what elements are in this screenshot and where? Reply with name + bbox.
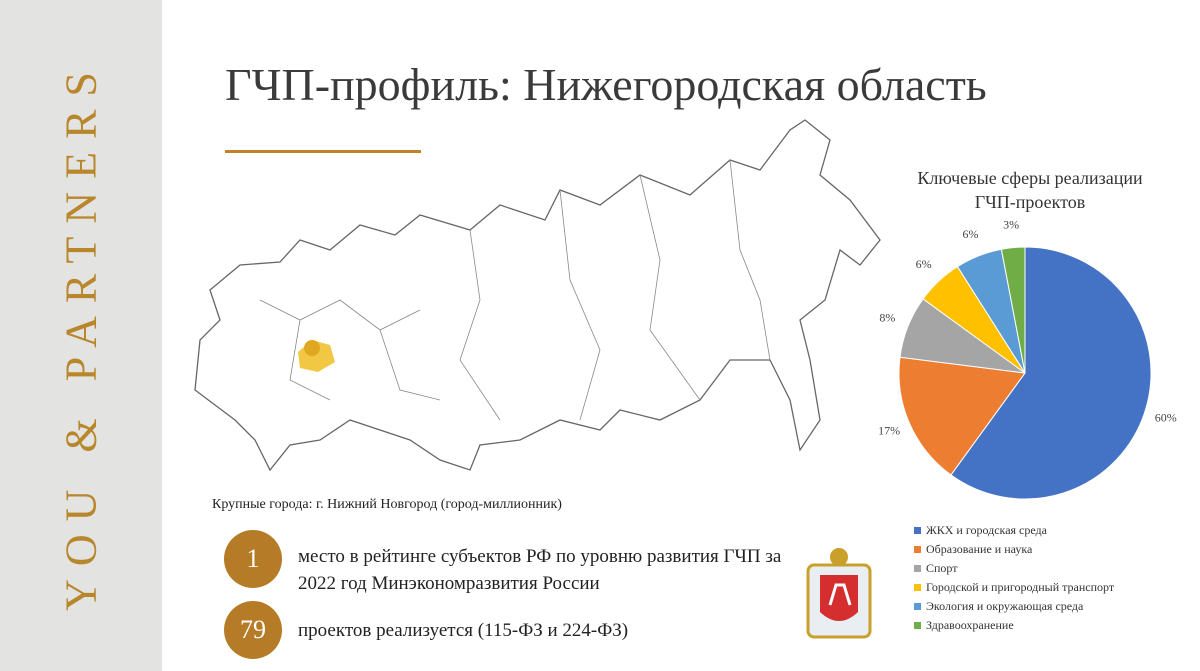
map [194, 119, 881, 472]
legend-label: Экология и окружающая среда [926, 599, 1084, 613]
stat-text: место в рейтинге субъектов РФ по уровню … [298, 546, 782, 594]
legend-label: Образование и наука [926, 542, 1033, 556]
data-label: 3% [1003, 217, 1019, 231]
legend-label: Здравоохранение [926, 618, 1014, 632]
legend-swatch [914, 546, 921, 553]
stat-number: 79 [224, 601, 282, 659]
emblem [830, 548, 848, 566]
pie-slice [1000, 246, 1026, 374]
map-pin [304, 340, 320, 356]
data-label: 6% [916, 257, 932, 271]
legend-swatch [914, 565, 921, 572]
map-caption: Крупные города: г. Нижний Новгород (горо… [212, 497, 562, 512]
legend-swatch [914, 527, 921, 534]
sidebar: YOU & PARTNERS [0, 0, 162, 671]
chart-title: Ключевые сферы реализации ГЧП-проектов [917, 168, 1143, 212]
legend-label: Городской и пригородный транспорт [926, 580, 1115, 594]
legend-swatch [914, 622, 921, 629]
emblem [820, 575, 858, 621]
pie-slice [898, 356, 1026, 476]
emblem [828, 583, 852, 606]
legend-swatch [914, 584, 921, 591]
legend-label: ЖКХ и городская среда [926, 523, 1048, 537]
pie-slice [950, 246, 1152, 500]
data-label: 8% [879, 310, 895, 324]
map-borders [259, 159, 771, 421]
stat-text: проектов реализуется (115-ФЗ и 224-ФЗ) [298, 620, 629, 641]
title: ГЧП-профиль: Нижегородская область [225, 59, 987, 110]
data-label: 17% [878, 424, 900, 438]
title-rule [225, 150, 421, 153]
legend-swatch [914, 603, 921, 610]
stat-number: 1 [224, 530, 282, 588]
legend-label: Спорт [926, 561, 958, 575]
data-label: 60% [1155, 410, 1177, 424]
data-label: 6% [963, 227, 979, 241]
